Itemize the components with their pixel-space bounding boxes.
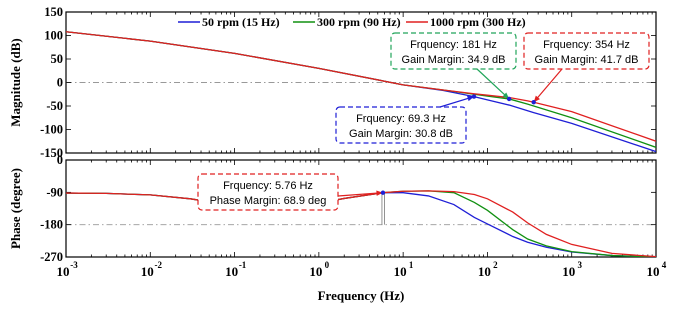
annotation-box <box>390 32 517 70</box>
legend-label-2: 1000 rpm (300 Hz) <box>430 15 526 29</box>
x-tick-label: 10 <box>478 264 491 279</box>
annotation-arrow <box>476 68 510 100</box>
y-tick-label: 50 <box>51 52 64 66</box>
annotation-box <box>197 173 339 211</box>
series-line-2 <box>66 190 656 257</box>
series-line-1 <box>66 190 656 257</box>
annotation-0: Frquency: 181 Hz Gain Margin: 34.9 dB <box>390 32 517 102</box>
annotation-text: Gain Margin: 30.8 dB <box>349 128 453 140</box>
annotation-text: Phase Margin: 68.9 deg <box>210 195 327 207</box>
y-tick-label: 150 <box>44 5 63 19</box>
annotation-arrowhead <box>502 92 510 99</box>
annotation-arrow <box>337 192 383 197</box>
x-tick-exponent: 4 <box>662 260 667 270</box>
y-tick-label: -90 <box>46 185 63 199</box>
x-axis-label: Frequency (Hz) <box>318 288 405 303</box>
x-tick-exponent: 3 <box>577 260 582 270</box>
x-tick-label: 10 <box>562 264 575 279</box>
annotation-marker <box>506 96 512 102</box>
y-axis-label: Phase (degree) <box>8 168 23 249</box>
annotation-marker <box>471 94 477 99</box>
annotation-text: Frquency: 5.76 Hz <box>223 180 313 192</box>
x-tick-exponent: 0 <box>325 260 330 270</box>
x-tick-exponent: -2 <box>155 260 163 270</box>
x-tick-label: 10 <box>309 264 322 279</box>
y-tick-label: -100 <box>40 123 63 137</box>
x-tick-label: 10 <box>394 264 407 279</box>
y-axis-label: Magnitude (dB) <box>8 38 23 126</box>
annotation-text: Frquency: 181 Hz <box>410 39 497 51</box>
x-tick-label: 10 <box>225 264 238 279</box>
y-tick-label: -50 <box>46 99 63 113</box>
legend-label-1: 300 rpm (90 Hz) <box>317 15 401 29</box>
x-tick-exponent: -1 <box>239 260 247 270</box>
y-tick-label: 100 <box>44 29 63 43</box>
legend-label-0: 50 rpm (15 Hz) <box>202 15 280 29</box>
annotation-marker <box>531 100 536 105</box>
annotation-marker <box>380 190 386 195</box>
annotation-arrowhead <box>376 190 383 196</box>
plot-frame <box>65 159 657 258</box>
x-tick-exponent: -3 <box>70 260 78 270</box>
annotation-box <box>335 106 467 144</box>
annotation-3: Frquency: 5.76 Hz Phase Margin: 68.9 deg <box>197 173 386 211</box>
annotation-text: Frquency: 69.3 Hz <box>356 113 446 125</box>
series-group <box>66 190 656 257</box>
y-tick-label: -150 <box>40 146 63 160</box>
x-tick-exponent: 1 <box>409 260 414 270</box>
annotation-text: Gain Margin: 41.7 dB <box>535 54 639 66</box>
annotation-1: Frquency: 354 Hz Gain Margin: 41.7 dB <box>523 32 650 105</box>
annotation-box <box>523 32 650 70</box>
annotation-2: Frquency: 69.3 Hz Gain Margin: 30.8 dB <box>335 94 477 144</box>
annotation-text: Gain Margin: 34.9 dB <box>402 54 506 66</box>
y-tick-label: 0 <box>57 153 63 167</box>
x-tick-label: 10 <box>647 264 660 279</box>
x-tick-exponent: 2 <box>493 260 498 270</box>
annotation-text: Frquency: 354 Hz <box>543 39 630 51</box>
annotation-arrow <box>533 68 563 103</box>
x-tick-label: 10 <box>57 264 70 279</box>
y-tick-label: -270 <box>40 250 63 264</box>
y-tick-label: 0 <box>57 76 63 90</box>
x-tick-label: 10 <box>141 264 154 279</box>
y-tick-label: -180 <box>40 218 63 232</box>
annotation-arrowhead <box>533 95 540 103</box>
